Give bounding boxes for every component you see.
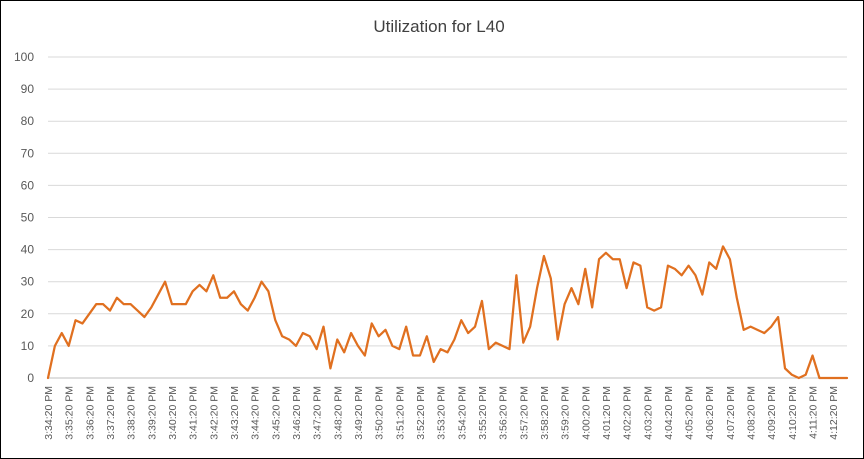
- y-tick-label: 60: [21, 178, 35, 192]
- x-tick-label: 3:48:20 PM: [332, 386, 344, 440]
- x-tick-label: 3:41:20 PM: [188, 386, 200, 440]
- series-line-utilization: [46, 245, 849, 380]
- x-tick-label: 4:11:20 PM: [808, 386, 820, 439]
- x-tick-label: 3:47:20 PM: [312, 386, 324, 440]
- y-tick-label: 70: [21, 146, 35, 160]
- x-tick-label: 3:52:20 PM: [415, 386, 427, 440]
- x-tick-label: 3:54:20 PM: [456, 386, 468, 440]
- x-tick-label: 4:04:20 PM: [663, 386, 675, 440]
- x-tick-label: 3:40:20 PM: [167, 386, 179, 440]
- x-tick-label: 3:58:20 PM: [539, 386, 551, 440]
- x-tick-label: 4:06:20 PM: [704, 386, 716, 440]
- x-tick-label: 4:08:20 PM: [746, 386, 758, 440]
- x-tick-label: 3:38:20 PM: [126, 386, 138, 440]
- x-tick-label: 4:12:20 PM: [828, 386, 840, 440]
- y-tick-label: 90: [21, 82, 35, 96]
- x-tick-label: 3:49:20 PM: [353, 386, 365, 440]
- x-tick-label: 4:05:20 PM: [684, 386, 696, 440]
- y-tick-label: 30: [21, 275, 35, 289]
- x-tick-label: 3:46:20 PM: [291, 386, 303, 440]
- x-tick-label: 3:45:20 PM: [270, 386, 282, 440]
- x-tick-label: 4:03:20 PM: [642, 386, 654, 440]
- y-tick-label: 80: [21, 114, 35, 128]
- x-tick-label: 3:44:20 PM: [250, 386, 262, 440]
- y-tick-label: 0: [27, 371, 34, 385]
- y-tick-label: 10: [21, 339, 35, 353]
- y-tick-label: 50: [21, 211, 35, 225]
- x-tick-label: 4:02:20 PM: [622, 386, 634, 440]
- x-tick-label: 3:55:20 PM: [477, 386, 489, 440]
- x-tick-label: 4:09:20 PM: [766, 386, 778, 440]
- x-tick-label: 3:53:20 PM: [436, 386, 448, 440]
- x-tick-label: 3:56:20 PM: [498, 386, 510, 440]
- x-tick-label: 4:00:20 PM: [580, 386, 592, 440]
- x-tick-label: 3:43:20 PM: [229, 386, 241, 440]
- grid-lines: [48, 56, 847, 379]
- y-axis-ticks: 0 10 20 30 40 50 60 70 80 90 100: [14, 50, 34, 385]
- x-tick-label: 3:51:20 PM: [394, 386, 406, 440]
- x-tick-label: 4:07:20 PM: [725, 386, 737, 440]
- x-tick-label: 3:57:20 PM: [518, 386, 530, 440]
- y-tick-label: 100: [14, 50, 34, 64]
- x-tick-label: 3:35:20 PM: [64, 386, 76, 440]
- chart-title: Utilization for L40: [373, 17, 504, 36]
- x-tick-label: 3:34:20 PM: [43, 386, 55, 440]
- x-tick-label: 3:39:20 PM: [146, 386, 158, 440]
- x-tick-label: 4:10:20 PM: [787, 386, 799, 440]
- x-tick-label: 3:50:20 PM: [374, 386, 386, 440]
- x-tick-label: 4:01:20 PM: [601, 386, 613, 440]
- x-tick-label: 3:36:20 PM: [84, 386, 96, 440]
- x-axis-ticks: 3:34:20 PM 3:35:20 PM 3:36:20 PM 3:37:20 PM…: [43, 386, 840, 440]
- series-group: [46, 245, 849, 380]
- x-tick-label: 3:37:20 PM: [105, 386, 117, 440]
- x-tick-label: 3:42:20 PM: [208, 386, 220, 440]
- y-tick-label: 20: [21, 307, 35, 321]
- x-tick-label: 3:59:20 PM: [560, 386, 572, 440]
- y-tick-label: 40: [21, 243, 35, 257]
